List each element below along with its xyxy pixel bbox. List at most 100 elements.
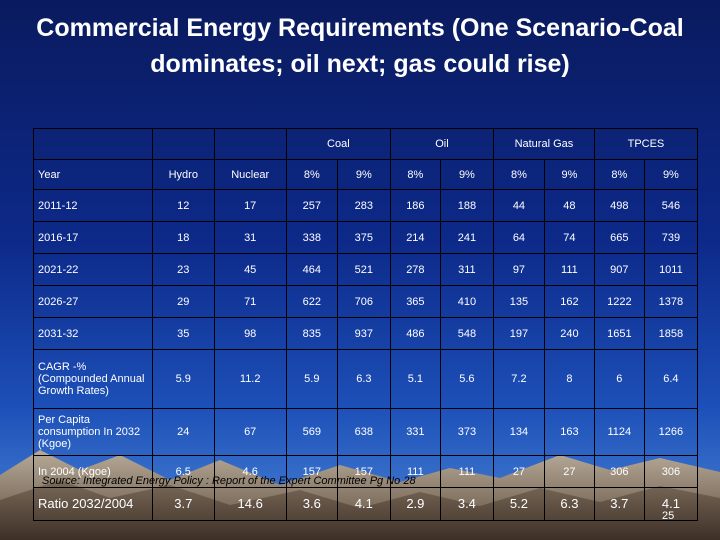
table-cell: 338 [285,221,338,254]
table-cell: 278 [389,253,441,286]
table-cell: 27 [492,455,545,488]
table-cell: 4.1 [336,487,391,521]
table-cell: 4.1 [643,487,699,521]
table-cell: 521 [336,253,391,286]
table-cell: 706 [336,285,391,318]
table-cell: 3.7 [151,487,215,521]
table-cell: 241 [439,221,494,254]
header-cell-empty [151,128,215,160]
source-note: Source: Integrated Energy Policy : Repor… [42,475,416,487]
column-header-coal-8: 8% [285,159,338,190]
table-cell: 214 [389,221,441,254]
energy-requirements-table: Coal Oil Natural Gas TPCES Year Hydro Nu… [33,128,699,521]
header-cell-empty [33,128,153,160]
table-cell: 35 [151,317,215,350]
table-cell: 45 [213,253,287,286]
table-cell: 5.1 [389,349,441,409]
row-label: CAGR -% (Compounded Annual Growth Rates) [33,349,153,409]
table-cell: 6 [593,349,645,409]
table-cell: 665 [593,221,645,254]
column-header-coal-9: 9% [336,159,391,190]
table-cell: 11.2 [213,349,287,409]
table-cell: 283 [336,189,391,222]
table-cell: 546 [643,189,699,222]
table-cell: 1378 [643,285,699,318]
table-cell: 638 [336,408,391,456]
table-cell: 3.7 [593,487,645,521]
table-cell: 907 [593,253,645,286]
table-cell: 6.4 [643,349,699,409]
row-label: 2011-12 [33,189,153,222]
slide-title: Commercial Energy Requirements (One Scen… [36,14,684,78]
table-cell: 7.2 [492,349,545,409]
table-cell: 1222 [593,285,645,318]
table-cell: 186 [389,189,441,222]
column-header-oil-8: 8% [389,159,441,190]
column-header-tpces-9: 9% [643,159,699,190]
table-cell: 134 [492,408,545,456]
column-header-hydro: Hydro [151,159,215,190]
table-cell: 64 [492,221,545,254]
table-cell: 1651 [593,317,645,350]
row-label: In 2004 (Kgoe) [33,455,153,488]
group-header-coal: Coal [285,128,391,160]
table-cell: 1124 [593,408,645,456]
table-cell: 569 [285,408,338,456]
table-cell: 240 [543,317,595,350]
table-cell: 135 [492,285,545,318]
table-cell: 3.6 [285,487,338,521]
table-cell: 157 [336,455,391,488]
column-header-year: Year [33,159,153,190]
table-cell: 1858 [643,317,699,350]
table-cell: 373 [439,408,494,456]
table-cell: 5.2 [492,487,545,521]
energy-table-container: Coal Oil Natural Gas TPCES Year Hydro Nu… [33,128,699,521]
table-cell: 6.3 [543,487,595,521]
group-header-oil: Oil [389,128,494,160]
group-header-row: Coal Oil Natural Gas TPCES [33,128,699,160]
row-label: Ratio 2032/2004 [33,487,153,521]
table-cell: 498 [593,189,645,222]
table-cell: 188 [439,189,494,222]
table-cell: 67 [213,408,287,456]
table-cell: 163 [543,408,595,456]
table-cell: 197 [492,317,545,350]
table-cell: 24 [151,408,215,456]
table-cell: 1011 [643,253,699,286]
table-row: 2021-22 23 45 464 521 278 311 97 111 907… [33,253,699,286]
table-cell: 98 [213,317,287,350]
table-cell: 835 [285,317,338,350]
table-cell: 306 [643,455,699,488]
table-cell: 111 [439,455,494,488]
table-cell: 31 [213,221,287,254]
page-number: 25 [662,510,675,522]
table-cell: 486 [389,317,441,350]
table-cell: 311 [439,253,494,286]
table-cell: 331 [389,408,441,456]
table-cell: 410 [439,285,494,318]
row-label: 2016-17 [33,221,153,254]
table-cell: 6.3 [336,349,391,409]
table-cell: 1266 [643,408,699,456]
table-cell: 162 [543,285,595,318]
row-label: 2021-22 [33,253,153,286]
column-header-oil-9: 9% [439,159,494,190]
table-row: Ratio 2032/2004 3.7 14.6 3.6 4.1 2.9 3.4… [33,487,699,521]
table-cell: 4.6 [213,455,287,488]
table-cell: 375 [336,221,391,254]
table-row: In 2004 (Kgoe) 6.5 4.6 157 157 111 111 2… [33,455,699,488]
table-cell: 6.5 [151,455,215,488]
table-cell: 3.4 [439,487,494,521]
table-row: 2026-27 29 71 622 706 365 410 135 162 12… [33,285,699,318]
table-cell: 5.9 [151,349,215,409]
table-cell: 29 [151,285,215,318]
column-header-nuclear: Nuclear [213,159,287,190]
table-cell: 5.6 [439,349,494,409]
table-cell: 2.9 [389,487,441,521]
table-cell: 548 [439,317,494,350]
table-cell: 622 [285,285,338,318]
table-cell: 8 [543,349,595,409]
table-cell: 111 [543,253,595,286]
column-header-tpces-8: 8% [593,159,645,190]
table-cell: 23 [151,253,215,286]
